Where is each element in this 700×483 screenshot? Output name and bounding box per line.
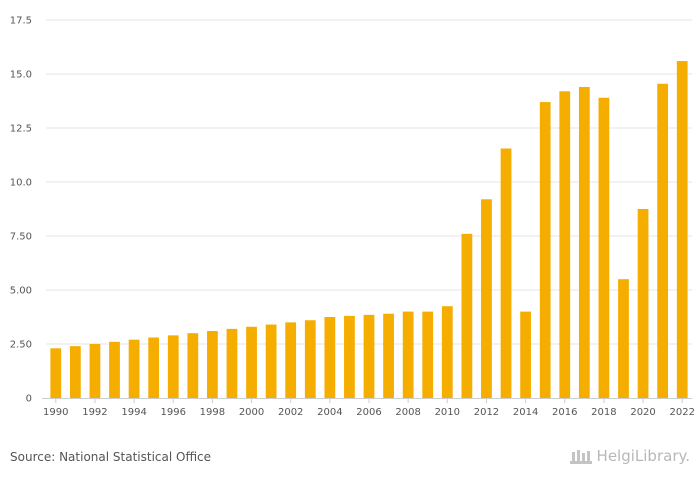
bar-2010 [441, 306, 453, 398]
bar-1999 [226, 328, 238, 398]
y-tick-label: 0 [26, 394, 32, 405]
bar-2021 [657, 83, 669, 398]
bar-2009 [422, 311, 434, 398]
x-tick-label: 1998 [200, 407, 225, 418]
x-tick-label: 2014 [513, 407, 538, 418]
x-tick-label: 2008 [395, 407, 420, 418]
source-note: Source: National Statistical Office [10, 450, 212, 464]
bar-1994 [128, 339, 140, 398]
x-tick-label: 2000 [239, 407, 264, 418]
x-tick-label: 1994 [121, 407, 146, 418]
x-tick-label: 1996 [161, 407, 186, 418]
bar-2000 [246, 326, 257, 398]
bar-2005 [344, 315, 355, 398]
x-tick-label: 2002 [278, 407, 303, 418]
bar-2016 [559, 91, 571, 398]
y-tick-label: 12.5 [10, 124, 32, 135]
bar-2015 [539, 102, 551, 398]
bar-2002 [285, 322, 297, 398]
bar-2012 [481, 199, 492, 398]
bar-2007 [383, 313, 394, 398]
bar-2019 [618, 279, 629, 398]
bar-2004 [324, 317, 336, 398]
y-tick-label: 7.50 [10, 232, 32, 243]
bar-1997 [187, 333, 199, 398]
x-tick-label: 2004 [317, 407, 342, 418]
bar-2014 [520, 311, 531, 398]
x-tick-label: 2018 [591, 407, 616, 418]
bar-1990 [50, 348, 62, 398]
bar-1996 [167, 335, 179, 398]
y-tick-label: 5.00 [10, 286, 32, 297]
bar-1991 [69, 346, 81, 398]
x-axis: 1990 1992 1994 1996 1998 2000 2002 2004 2006 2008… [42, 398, 695, 418]
bar-2003 [304, 320, 316, 398]
gridlines [46, 19, 692, 345]
y-tick-label: 17.5 [10, 16, 32, 27]
bar-1993 [109, 341, 120, 398]
bar-2001 [265, 324, 277, 398]
bar-1992 [89, 344, 101, 398]
bar-1998 [207, 331, 218, 398]
x-tick-label: 2022 [669, 407, 694, 418]
y-tick-label: 15.0 [10, 70, 32, 81]
bar-2006 [363, 314, 375, 398]
x-tick-label: 2012 [474, 407, 499, 418]
y-tick-label: 2.50 [10, 340, 32, 351]
bars [50, 61, 688, 399]
bar-2020 [637, 209, 649, 398]
bar-1995 [148, 337, 160, 398]
y-axis-labels: 0 2.50 5.00 7.50 10.0 12.5 15.0 17.5 [10, 16, 32, 405]
x-tick-label: 2016 [552, 407, 577, 418]
bar-2018 [598, 97, 610, 398]
x-tick-label: 2020 [630, 407, 655, 418]
logo-text: HelgiLibrary. [596, 447, 690, 465]
bar-2017 [578, 86, 590, 399]
x-tick-label: 2006 [356, 407, 381, 418]
bar-2013 [500, 148, 512, 398]
x-tick-label: 2010 [435, 407, 460, 418]
bar-2008 [402, 311, 414, 398]
y-tick-label: 10.0 [10, 178, 32, 189]
x-tick-label: 1990 [43, 407, 68, 418]
x-tick-label: 1992 [82, 407, 107, 418]
bar-2011 [461, 233, 473, 398]
library-icon [569, 450, 592, 464]
bar-2022 [676, 61, 688, 398]
helgi-library-logo[interactable]: HelgiLibrary. [569, 447, 690, 465]
